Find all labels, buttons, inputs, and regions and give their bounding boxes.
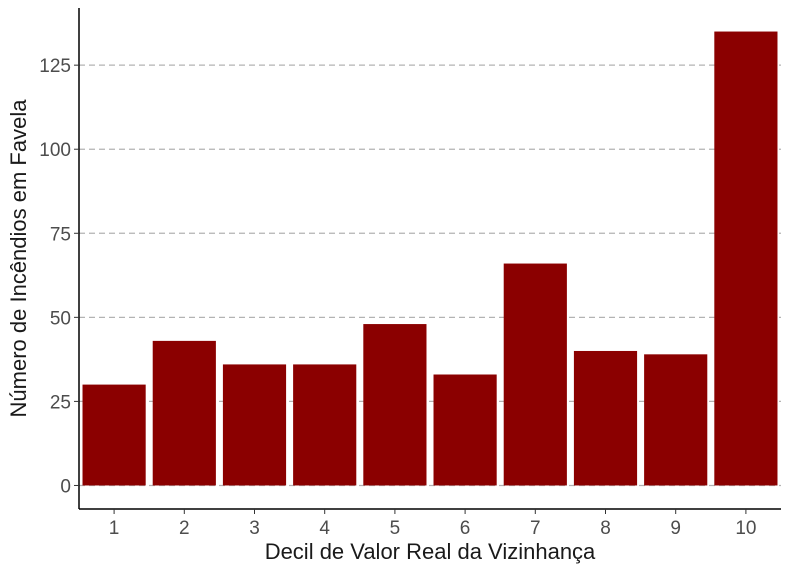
bar-9 — [644, 354, 708, 486]
bar-4 — [293, 364, 357, 486]
bars — [82, 31, 778, 486]
x-tick-label-4: 4 — [319, 518, 330, 539]
bar-1 — [82, 384, 146, 486]
y-tick-label-75: 75 — [50, 224, 71, 245]
y-tick-label-100: 100 — [39, 140, 71, 161]
y-tick-label-0: 0 — [60, 476, 71, 497]
x-tick-label-10: 10 — [735, 518, 756, 539]
bar-2 — [152, 340, 216, 486]
y-axis-label: Número de Incêndios em Favela — [6, 99, 31, 418]
x-tick-label-7: 7 — [530, 518, 541, 539]
x-tick-label-1: 1 — [109, 518, 120, 539]
y-ticks: 0 25 50 75 100 125 — [39, 56, 79, 497]
x-tick-label-5: 5 — [390, 518, 401, 539]
x-axis-label: Decil de Valor Real da Vizinhança — [265, 539, 596, 564]
y-tick-label-25: 25 — [50, 392, 71, 413]
x-tick-label-2: 2 — [179, 518, 190, 539]
bar-5 — [363, 324, 427, 486]
x-tick-label-3: 3 — [249, 518, 260, 539]
bar-6 — [433, 374, 497, 486]
bar-3 — [222, 364, 287, 486]
x-tick-label-8: 8 — [600, 518, 611, 539]
x-tick-label-9: 9 — [670, 518, 681, 539]
y-tick-label-50: 50 — [50, 308, 71, 329]
bar-7 — [503, 263, 567, 486]
bar-8 — [573, 350, 638, 486]
x-tick-label-6: 6 — [460, 518, 471, 539]
x-ticks: 1 2 3 4 5 6 7 8 9 10 — [109, 509, 756, 539]
y-tick-label-125: 125 — [39, 56, 71, 77]
bar-10 — [714, 31, 778, 486]
